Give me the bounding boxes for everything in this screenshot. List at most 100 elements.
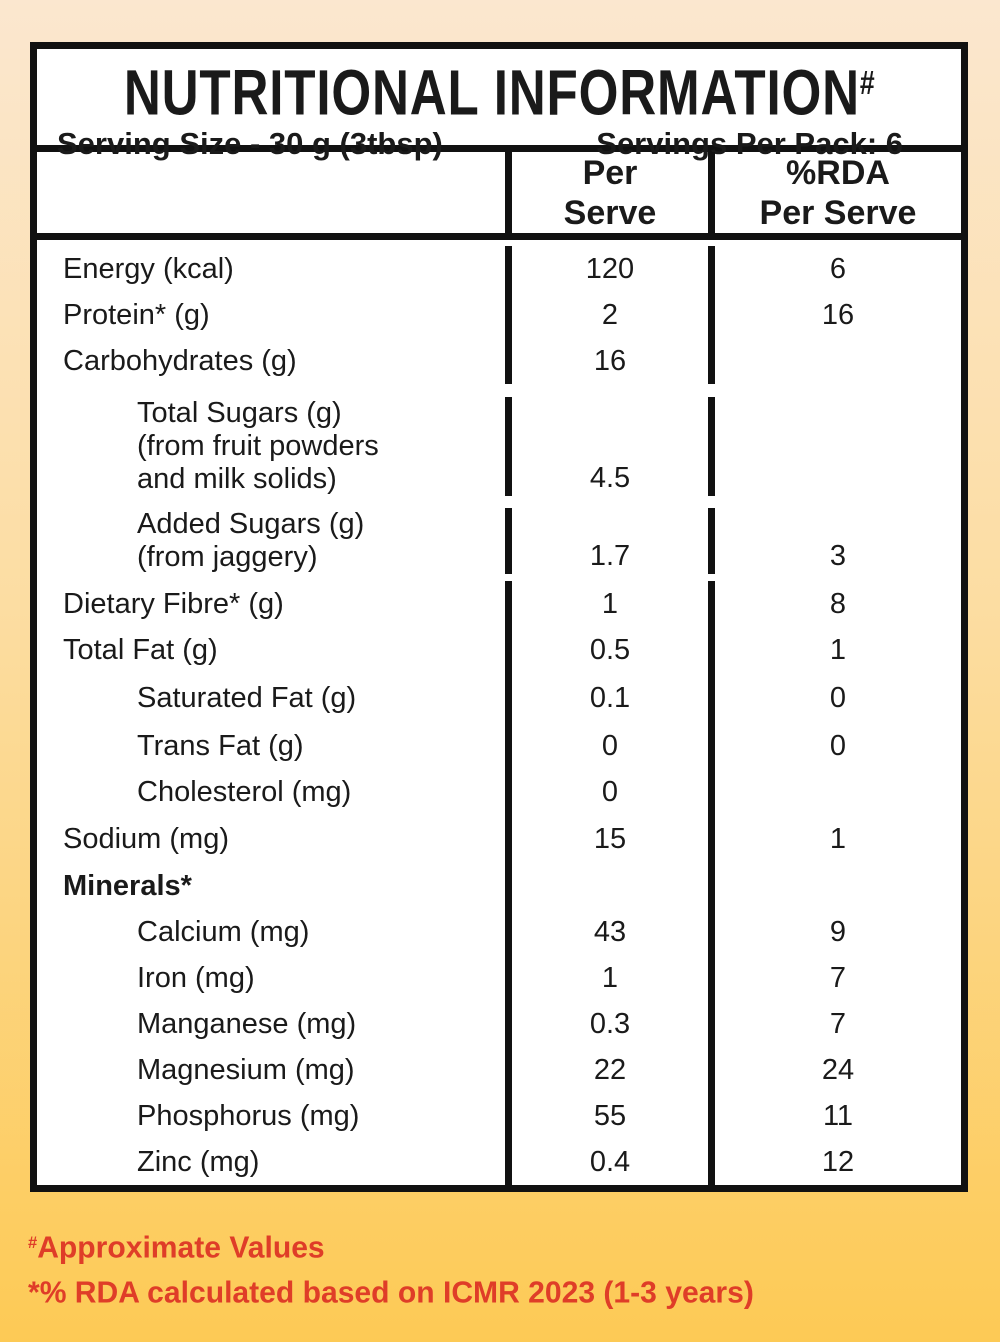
row-label-line: (from fruit powders xyxy=(137,430,379,462)
per-serve-value-text: 16 xyxy=(593,344,627,377)
footnotes: #Approximate Values *% RDA calculated ba… xyxy=(28,1222,754,1313)
row-label: Magnesium (mg) xyxy=(37,1047,505,1093)
row-label: Minerals* xyxy=(37,863,505,909)
per-serve-value: 55 xyxy=(505,1093,708,1139)
rda-value: 6 xyxy=(708,246,961,292)
row-label-line: (from jaggery) xyxy=(137,541,318,573)
rda-value-text: 0 xyxy=(829,681,847,714)
row-label: Manganese (mg) xyxy=(37,1001,505,1047)
rda-value xyxy=(708,338,961,384)
per-serve-value xyxy=(505,863,708,909)
row-label-line: Phosphorus (mg) xyxy=(137,1100,360,1132)
row-label-line: and milk solids) xyxy=(137,463,337,495)
rda-value xyxy=(708,769,961,815)
rda-value: 11 xyxy=(708,1093,961,1139)
per-serve-header-line1: Per xyxy=(582,153,638,192)
page-title: NUTRITIONAL INFORMATION# xyxy=(37,51,961,126)
rda-value-text: 11 xyxy=(822,1099,854,1132)
rda-value xyxy=(708,397,961,496)
row-label-line: Zinc (mg) xyxy=(137,1146,260,1178)
row-label: Saturated Fat (g) xyxy=(37,673,505,723)
rda-value: 1 xyxy=(708,815,961,863)
row-label-lines: Zinc (mg) xyxy=(137,1139,259,1185)
per-serve-value-text: 120 xyxy=(585,252,635,285)
footnote-approximate-values-text: Approximate Values xyxy=(37,1229,325,1265)
row-label-line: Calcium (mg) xyxy=(137,916,310,948)
per-serve-value-text: 1.7 xyxy=(589,540,631,572)
footnote-hash-mark: # xyxy=(28,1233,38,1252)
serving-line: Serving Size - 30 g (3tbsp) Servings Per… xyxy=(37,126,961,168)
table-row: Carbohydrates (g) 16 xyxy=(37,338,961,384)
rda-value: 3 xyxy=(708,508,961,574)
row-label-lines: Saturated Fat (g) xyxy=(137,675,356,721)
row-label-line: Carbohydrates (g) xyxy=(63,345,297,377)
per-serve-value-text: 4.5 xyxy=(589,462,631,494)
row-label: Total Fat (g) xyxy=(37,627,505,673)
row-label: Carbohydrates (g) xyxy=(37,338,505,384)
table-row: Energy (kcal) 120 6 xyxy=(37,246,961,292)
rda-value-text: 7 xyxy=(829,961,847,994)
table-row: Saturated Fat (g) 0.1 0 xyxy=(37,673,961,723)
row-label-line: Total Sugars (g) xyxy=(137,397,342,429)
per-serve-value-text: 0 xyxy=(601,775,619,808)
per-serve-value: 1.7 xyxy=(505,508,708,574)
servings-per-pack-text: Servings Per Pack: 6 xyxy=(596,125,903,161)
row-label-line: Total Fat (g) xyxy=(63,634,218,666)
row-label-line: Magnesium (mg) xyxy=(137,1054,355,1086)
row-label-line: Protein* (g) xyxy=(63,299,210,331)
rda-value: 12 xyxy=(708,1139,961,1185)
rda-value: 9 xyxy=(708,909,961,955)
table-row: Protein* (g) 2 16 xyxy=(37,292,961,338)
row-label-line: Added Sugars (g) xyxy=(137,508,365,540)
nutrition-table: NUTRITIONAL INFORMATION# Serving Size - … xyxy=(30,42,968,1192)
rda-value-text: 3 xyxy=(829,540,847,572)
rda-header-line1: %RDA xyxy=(786,153,890,192)
table-row: Dietary Fibre* (g) 1 8 xyxy=(37,581,961,627)
title-block: NUTRITIONAL INFORMATION# Serving Size - … xyxy=(37,49,961,161)
per-serve-value-text: 1 xyxy=(601,961,619,994)
row-label: Sodium (mg) xyxy=(37,815,505,863)
per-serve-value: 0.4 xyxy=(505,1139,708,1185)
row-label-lines: Magnesium (mg) xyxy=(137,1047,355,1093)
table-body: Energy (kcal) 120 6 Protein* (g) 2 16 Carbohyd… xyxy=(37,240,961,1185)
row-label-line: Iron (mg) xyxy=(137,962,255,994)
table-row: Iron (mg) 1 7 xyxy=(37,955,961,1001)
per-serve-value-text: 43 xyxy=(593,915,627,948)
rda-value-text: 6 xyxy=(829,252,847,285)
row-label-lines: Calcium (mg) xyxy=(137,909,309,955)
rda-value-text: 0 xyxy=(829,729,847,762)
table-row: Total Sugars (g) (from fruit powders and m… xyxy=(37,384,961,503)
title-text: NUTRITIONAL INFORMATION# xyxy=(124,51,875,126)
per-serve-value: 0.5 xyxy=(505,627,708,673)
per-serve-value: 0 xyxy=(505,723,708,769)
rda-value-text: 1 xyxy=(829,633,847,666)
row-label-lines: Cholesterol (mg) xyxy=(137,769,351,815)
row-label: Protein* (g) xyxy=(37,292,505,338)
rda-value-text: 8 xyxy=(829,587,847,620)
per-serve-value: 0 xyxy=(505,769,708,815)
row-label-lines: Dietary Fibre* (g) xyxy=(63,581,284,627)
row-label-line: Trans Fat (g) xyxy=(137,730,304,762)
per-serve-value-text: 0.4 xyxy=(589,1145,631,1178)
rda-header-line2: Per Serve xyxy=(759,193,917,232)
rda-value: 7 xyxy=(708,955,961,1001)
row-label-lines: Total Sugars (g) (from fruit powders and m… xyxy=(137,397,379,496)
per-serve-value: 0.3 xyxy=(505,1001,708,1047)
footnote-rda-basis-text: *% RDA calculated based on ICMR 2023 (1-… xyxy=(28,1274,754,1310)
row-label-lines: Added Sugars (g) (from jaggery) xyxy=(137,508,364,574)
row-label-line: Minerals* xyxy=(63,870,192,902)
table-row: Magnesium (mg) 22 24 xyxy=(37,1047,961,1093)
row-label-lines: Iron (mg) xyxy=(137,955,255,1001)
column-header-row: Per Serve %RDA Per Serve xyxy=(37,152,961,240)
per-serve-value-text: 2 xyxy=(601,298,619,331)
row-label: Trans Fat (g) xyxy=(37,723,505,769)
per-serve-header-line2: Serve xyxy=(563,193,657,232)
per-serve-value: 43 xyxy=(505,909,708,955)
row-label-lines: Trans Fat (g) xyxy=(137,723,304,769)
per-serve-value: 4.5 xyxy=(505,397,708,496)
row-label-line: Energy (kcal) xyxy=(63,253,234,285)
per-serve-value-text: 0.1 xyxy=(589,681,631,714)
per-serve-value-text: 15 xyxy=(593,822,627,855)
footnote-rda-basis: *% RDA calculated based on ICMR 2023 (1-… xyxy=(28,1267,754,1312)
